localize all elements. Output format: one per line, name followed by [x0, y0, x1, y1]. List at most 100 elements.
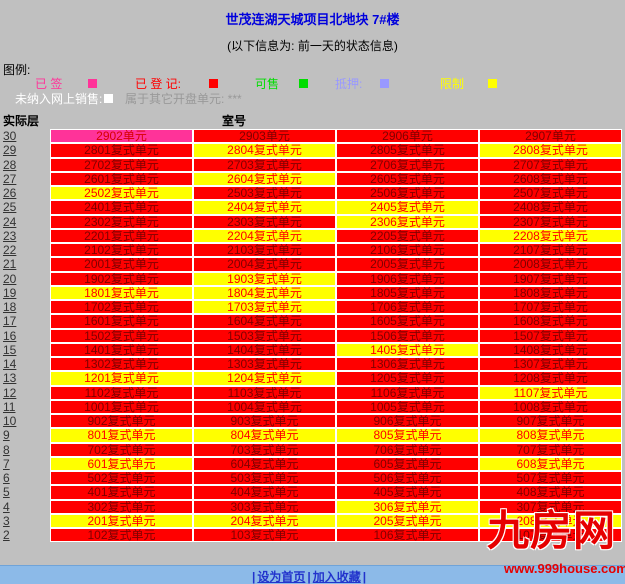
floor-link[interactable]: 15 [3, 342, 17, 357]
floor-link[interactable]: 30 [3, 129, 17, 143]
unit-cell: 2805复式单元 [336, 143, 479, 158]
legend-swatch [104, 94, 114, 103]
legend-item-label: 抵押: [335, 77, 363, 91]
unit-cell: 2804复式单元 [193, 143, 336, 158]
floor-link[interactable]: 5 [3, 485, 10, 500]
unit-cell: 707复式单元 [479, 442, 622, 457]
unit-cell: 1401复式单元 [50, 342, 193, 357]
floor-link[interactable]: 2 [3, 528, 10, 542]
floor-link[interactable]: 21 [3, 257, 17, 272]
floor-link[interactable]: 16 [3, 328, 17, 343]
unit-cell: 1805复式单元 [336, 285, 479, 300]
unit-cell: 2208复式单元 [479, 228, 622, 243]
table-row: 29 2801复式单元 2804复式单元 2805复式单元 2808复式单元 [0, 143, 622, 158]
floor-link[interactable]: 29 [3, 143, 17, 158]
floor-link[interactable]: 19 [3, 285, 17, 300]
table-row: 24 2302复式单元 2303复式单元 2306复式单元 2307复式单元 [0, 214, 622, 229]
table-row: 7 601复式单元 604复式单元 605复式单元 608复式单元 [0, 456, 622, 471]
legend-item-label: 已 登 记: [135, 77, 182, 91]
table-row: 25 2401复式单元 2404复式单元 2405复式单元 2408复式单元 [0, 200, 622, 215]
unit-cell: 1408复式单元 [479, 342, 622, 357]
legend-item: 已 登 记: [135, 75, 219, 92]
floor-link[interactable]: 3 [3, 513, 10, 528]
unit-cell: 205复式单元 [336, 513, 479, 528]
unit-cell: 2204复式单元 [193, 228, 336, 243]
watermark-logo: 九房网 [487, 507, 617, 554]
legend-item: 未纳入网上销售: [15, 90, 114, 107]
table-row: 2 102复式单元 103复式单元 106复式单元 107复式单元 [0, 528, 622, 543]
floor-link[interactable]: 12 [3, 385, 17, 400]
unit-cell: 2506复式单元 [336, 186, 479, 201]
floor-link[interactable]: 10 [3, 414, 17, 428]
floor-link[interactable]: 7 [3, 456, 10, 471]
floor-link[interactable]: 20 [3, 271, 17, 286]
unit-cell: 1106复式单元 [336, 385, 479, 400]
floor-link[interactable]: 23 [3, 228, 17, 243]
unit-cell: 1205复式单元 [336, 371, 479, 386]
floor-link[interactable]: 17 [3, 314, 17, 329]
unit-cell: 2102复式单元 [50, 243, 193, 258]
unit-cell: 1405复式单元 [336, 342, 479, 357]
unit-cell: 703复式单元 [193, 442, 336, 457]
unit-cell: 1008复式单元 [479, 399, 622, 414]
unit-cell: 1506复式单元 [336, 328, 479, 343]
floor-link[interactable]: 8 [3, 442, 10, 457]
unit-cell: 2605复式单元 [336, 171, 479, 186]
unit-cell: 2907单元 [479, 129, 622, 144]
unit-cell: 2408复式单元 [479, 200, 622, 215]
availability-grid: 30 2902单元 2903单元 2906单元 2907单元 29 2801复式单元 2804… [0, 129, 622, 543]
unit-cell: 2707复式单元 [479, 157, 622, 172]
set-homepage-link[interactable]: 设为首页 [257, 570, 306, 584]
add-favorite-link[interactable]: 加入收藏 [312, 570, 361, 584]
unit-cell: 1903复式单元 [193, 271, 336, 286]
table-row: 5 401复式单元 404复式单元 405复式单元 408复式单元 [0, 485, 622, 500]
unit-cell: 1302复式单元 [50, 357, 193, 372]
unit-cell: 2008复式单元 [479, 257, 622, 272]
floor-link[interactable]: 14 [3, 357, 17, 371]
unit-cell: 201复式单元 [50, 513, 193, 528]
link-separator: | [252, 570, 256, 584]
legend-row-statuses: 已 签 已 登 记: 可售 抵押: 限制 [0, 75, 625, 92]
unit-cell: 507复式单元 [479, 471, 622, 486]
floor-link[interactable]: 6 [3, 471, 10, 485]
floor-link[interactable]: 28 [3, 157, 17, 172]
unit-cell: 2405复式单元 [336, 200, 479, 215]
unit-cell: 1208复式单元 [479, 371, 622, 386]
floor-link[interactable]: 26 [3, 186, 17, 200]
unit-cell: 303复式单元 [193, 499, 336, 514]
unit-cell: 2401复式单元 [50, 200, 193, 215]
table-row: 20 1902复式单元 1903复式单元 1906复式单元 1907复式单元 [0, 271, 622, 286]
unit-cell: 408复式单元 [479, 485, 622, 500]
unit-cell: 1102复式单元 [50, 385, 193, 400]
unit-cell: 1902复式单元 [50, 271, 193, 286]
floor-link[interactable]: 22 [3, 243, 17, 257]
footer-bar: | 设为首页 | 加入收藏 | [0, 565, 625, 584]
floor-link[interactable]: 11 [3, 399, 16, 414]
unit-cell: 2801复式单元 [50, 143, 193, 158]
floor-header-label: 实际层 [3, 114, 40, 128]
unit-cell: 1404复式单元 [193, 342, 336, 357]
table-row: 22 2102复式单元 2103复式单元 2106复式单元 2107复式单元 [0, 243, 622, 258]
unit-cell: 2107复式单元 [479, 243, 622, 258]
page-title: 世茂连湖天城项目北地块 7#楼 [225, 12, 400, 27]
floor-link[interactable]: 25 [3, 200, 17, 215]
unit-cell: 1107复式单元 [479, 385, 622, 400]
unit-cell: 2307复式单元 [479, 214, 622, 229]
unit-cell: 902复式单元 [50, 414, 193, 429]
table-row: 16 1502复式单元 1503复式单元 1506复式单元 1507复式单元 [0, 328, 622, 343]
legend-swatch [88, 79, 98, 88]
floor-link[interactable]: 13 [3, 371, 17, 386]
floor-link[interactable]: 4 [3, 499, 10, 514]
unit-cell: 702复式单元 [50, 442, 193, 457]
unit-cell: 1004复式单元 [193, 399, 336, 414]
floor-link[interactable]: 18 [3, 300, 17, 314]
floor-link[interactable]: 27 [3, 171, 17, 186]
floor-link[interactable]: 24 [3, 214, 17, 229]
unit-cell: 2001复式单元 [50, 257, 193, 272]
table-row: 10 902复式单元 903复式单元 906复式单元 907复式单元 [0, 414, 622, 429]
unit-cell: 2303复式单元 [193, 214, 336, 229]
floor-link[interactable]: 9 [3, 428, 10, 443]
unit-cell: 208复式单元 [479, 513, 622, 528]
unit-cell: 2201复式单元 [50, 228, 193, 243]
unit-cell: 1307复式单元 [479, 357, 622, 372]
